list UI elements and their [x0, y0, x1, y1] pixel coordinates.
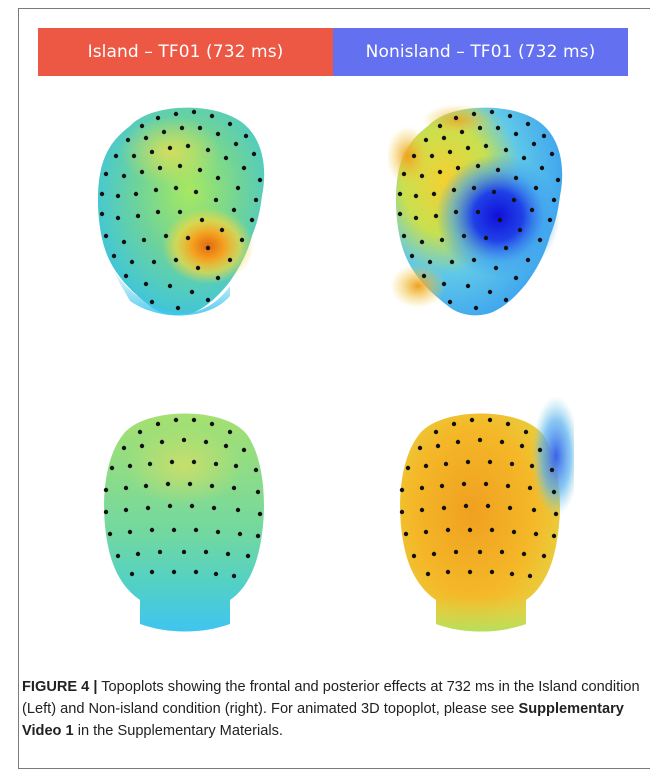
- head-topoplot-icon: [399, 396, 574, 632]
- island-frontal-topoplot: [90, 96, 280, 326]
- head-topoplot-icon: [388, 104, 563, 316]
- nonisland-frontal-topoplot: [388, 96, 578, 326]
- head-topoplot-icon: [97, 107, 265, 316]
- nonisland-header: Nonisland – TF01 (732 ms): [333, 28, 628, 76]
- figure-frame: [18, 8, 650, 769]
- island-posterior-topoplot: [92, 396, 278, 636]
- island-header: Island – TF01 (732 ms): [38, 28, 333, 76]
- nonisland-posterior-topoplot: [388, 396, 574, 636]
- supplementary-video-link[interactable]: Supplementary Video 1: [22, 701, 624, 739]
- caption-text-2: in the Supplementary Materials.: [73, 723, 283, 739]
- figure-caption: FIGURE 4 | Topoplots showing the frontal…: [22, 676, 642, 742]
- figure-label: FIGURE 4 |: [22, 679, 98, 695]
- caption-text-1: Topoplots showing the frontal and poster…: [22, 679, 640, 717]
- head-topoplot-icon: [103, 413, 264, 632]
